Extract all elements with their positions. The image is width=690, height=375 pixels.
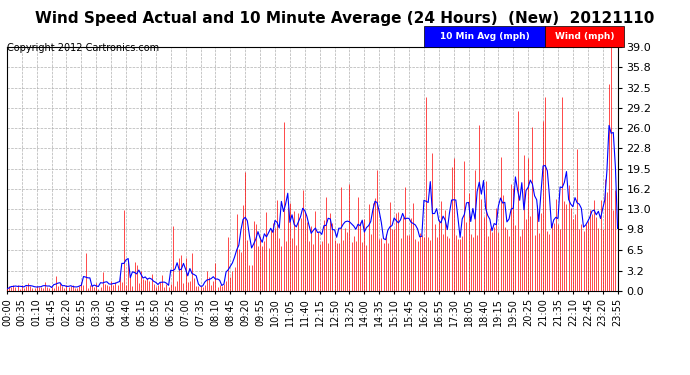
Text: Wind (mph): Wind (mph) <box>555 32 615 41</box>
Text: 10 Min Avg (mph): 10 Min Avg (mph) <box>440 32 530 41</box>
Text: Wind Speed Actual and 10 Minute Average (24 Hours)  (New)  20121110: Wind Speed Actual and 10 Minute Average … <box>35 11 655 26</box>
Text: Copyright 2012 Cartronics.com: Copyright 2012 Cartronics.com <box>7 43 159 53</box>
